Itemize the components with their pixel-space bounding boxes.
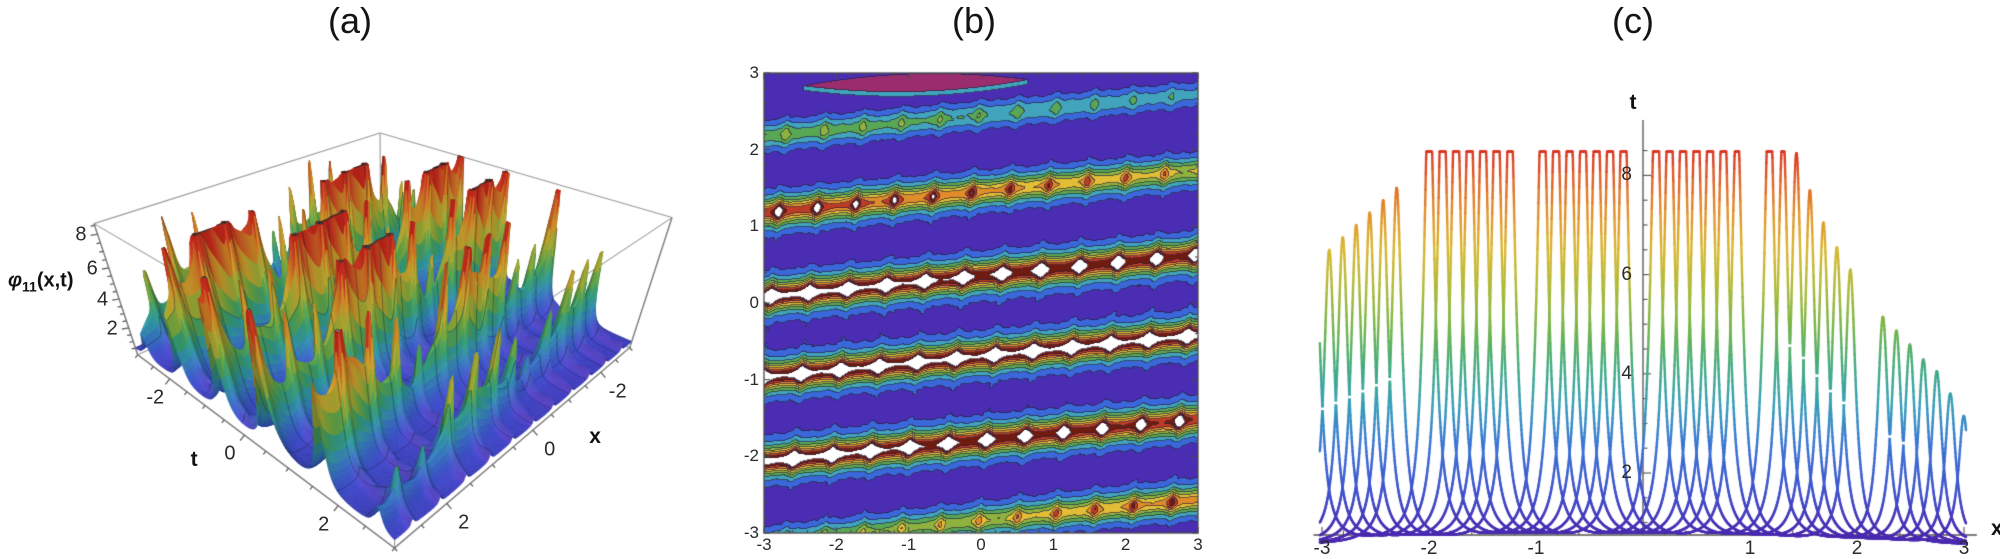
- panel-b-y-tick-label: 1: [749, 216, 759, 236]
- panel-c-x-axis-label: x: [1990, 517, 2000, 540]
- panel-a-x-axis-label: x: [589, 425, 601, 449]
- panel-b-y-tick-label: -3: [743, 523, 759, 542]
- panel-a-z-tick-label: 6: [86, 257, 98, 280]
- panel-c-x-tick-label: -2: [1420, 538, 1438, 559]
- panel-c-title: (c): [1612, 0, 1654, 41]
- panel-a-t-tick-label: 2: [318, 513, 330, 536]
- panel-c-y-tick-label: 4: [1621, 362, 1632, 384]
- panel-c-y-tick-label: 2: [1621, 462, 1632, 483]
- panel-a-z-tick-label: 8: [75, 223, 87, 246]
- panel-a-x-tick-label: -2: [608, 380, 627, 403]
- panel-a-t-tick-label: -2: [146, 386, 165, 409]
- panel-c-x-tick-label: 1: [1744, 538, 1756, 559]
- panel-a-z-tick-label: 2: [106, 317, 118, 340]
- panel-c-y-axis-label: t: [1629, 91, 1637, 114]
- profiles-plot-canvas: [1290, 55, 2000, 555]
- panel-b-y-tick-label: 0: [749, 293, 759, 312]
- panel-a-z-tick-label: 4: [96, 288, 109, 311]
- panel-a-x-tick-label: 2: [458, 511, 470, 534]
- panel-c-x-tick-label: 3: [1958, 538, 1970, 559]
- panel-c-y-tick-label: 8: [1621, 164, 1632, 186]
- panel-c-x-tick-label: -3: [1313, 538, 1331, 559]
- panel-b-y-tick-label: 3: [749, 63, 759, 82]
- panel-c-x-tick-label: -1: [1527, 538, 1545, 559]
- panel-b-x-tick-label: 2: [1120, 535, 1131, 554]
- panel-a-x-tick-label: 0: [544, 438, 556, 461]
- phi-subscript: 11: [22, 278, 37, 295]
- panel-a-t-tick-label: 0: [224, 442, 236, 465]
- panel-b-y-tick-label: -2: [743, 446, 759, 466]
- contour-plot-canvas: [750, 50, 1210, 545]
- panel-b-title: (b): [952, 0, 996, 41]
- panel-c-y-tick-label: 6: [1621, 263, 1632, 285]
- z-axis-label: φ11(x,t): [8, 270, 74, 295]
- panel-b-x-tick-label: -1: [901, 535, 917, 554]
- panel-b-y-tick-label: 2: [749, 139, 759, 159]
- panel-b-x-tick-label: 3: [1193, 535, 1203, 554]
- panel-b-x-tick-label: -2: [828, 535, 844, 554]
- panel-b-x-tick-label: 0: [976, 535, 986, 554]
- panel-b-x-tick-label: 1: [1048, 535, 1059, 554]
- panel-b-x-tick-label: -3: [756, 535, 772, 554]
- surface3d-plot-canvas: [0, 0, 705, 559]
- panel-b-y-tick-label: -1: [743, 369, 759, 389]
- phi-arguments: (x,t): [36, 269, 74, 292]
- panel-a-t-axis-label: t: [190, 447, 198, 471]
- phi-symbol: φ: [7, 269, 23, 292]
- panel-c-x-tick-label: 2: [1851, 538, 1863, 559]
